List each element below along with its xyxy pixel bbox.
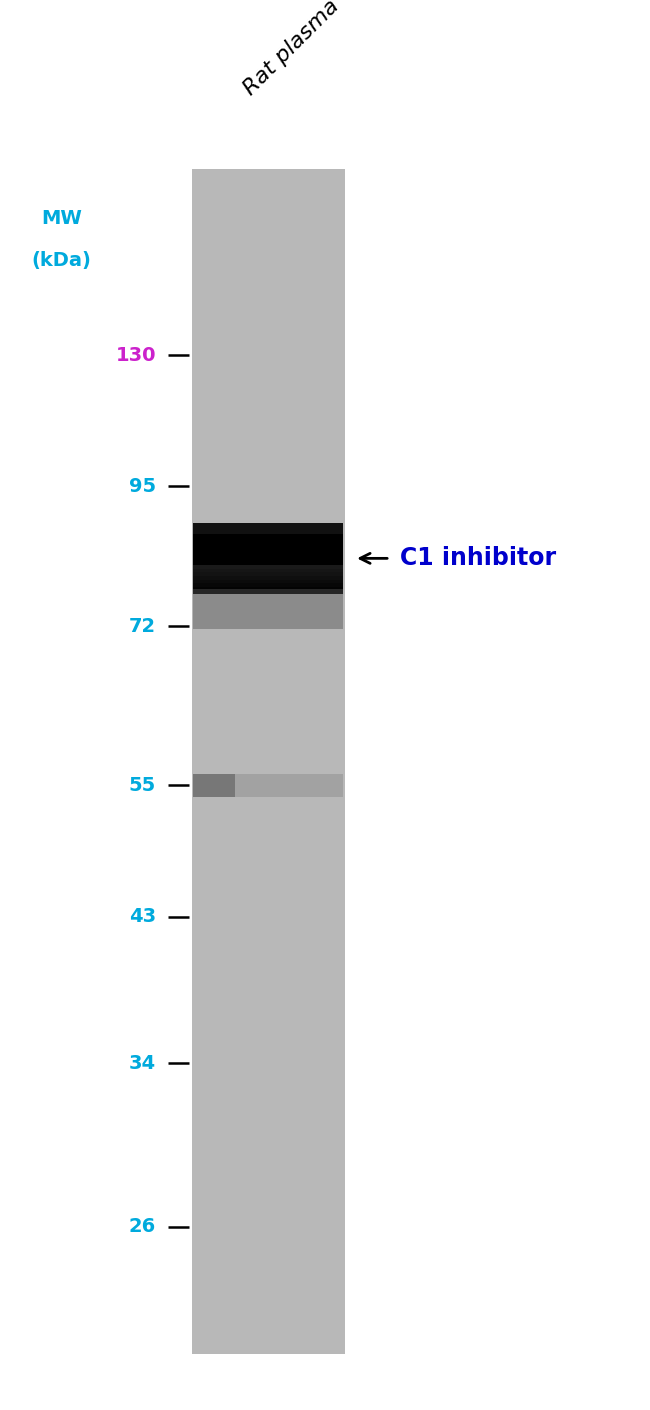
Bar [193, 551, 343, 556]
Text: 55: 55 [129, 776, 156, 795]
Bar [193, 533, 343, 537]
Bar [193, 530, 343, 533]
Bar [193, 580, 343, 584]
Bar [193, 523, 343, 527]
Bar [193, 774, 343, 797]
Bar [193, 540, 343, 544]
Bar [192, 169, 344, 1354]
Bar [193, 774, 235, 797]
Bar [193, 572, 343, 577]
Bar [193, 558, 343, 563]
Bar [193, 589, 343, 629]
Bar [193, 568, 343, 572]
Bar [193, 544, 343, 548]
Text: (kDa): (kDa) [32, 251, 92, 271]
Text: MW: MW [42, 209, 82, 228]
Bar [193, 589, 343, 594]
Bar [193, 584, 343, 587]
Text: 26: 26 [129, 1217, 156, 1237]
Text: C1 inhibitor: C1 inhibitor [400, 546, 556, 571]
Text: 130: 130 [116, 345, 156, 365]
Bar [193, 548, 343, 551]
Text: Rat plasma: Rat plasma [239, 0, 343, 99]
Bar [193, 537, 343, 541]
Text: 72: 72 [129, 616, 156, 636]
Bar [193, 526, 343, 530]
Bar [193, 587, 343, 591]
Bar [193, 523, 343, 540]
Bar [193, 563, 343, 565]
Bar [193, 554, 343, 558]
Bar [193, 575, 343, 580]
Bar [193, 534, 343, 565]
Text: 43: 43 [129, 907, 156, 926]
Bar [193, 565, 343, 568]
Text: 95: 95 [129, 477, 156, 496]
Text: 34: 34 [129, 1053, 156, 1073]
